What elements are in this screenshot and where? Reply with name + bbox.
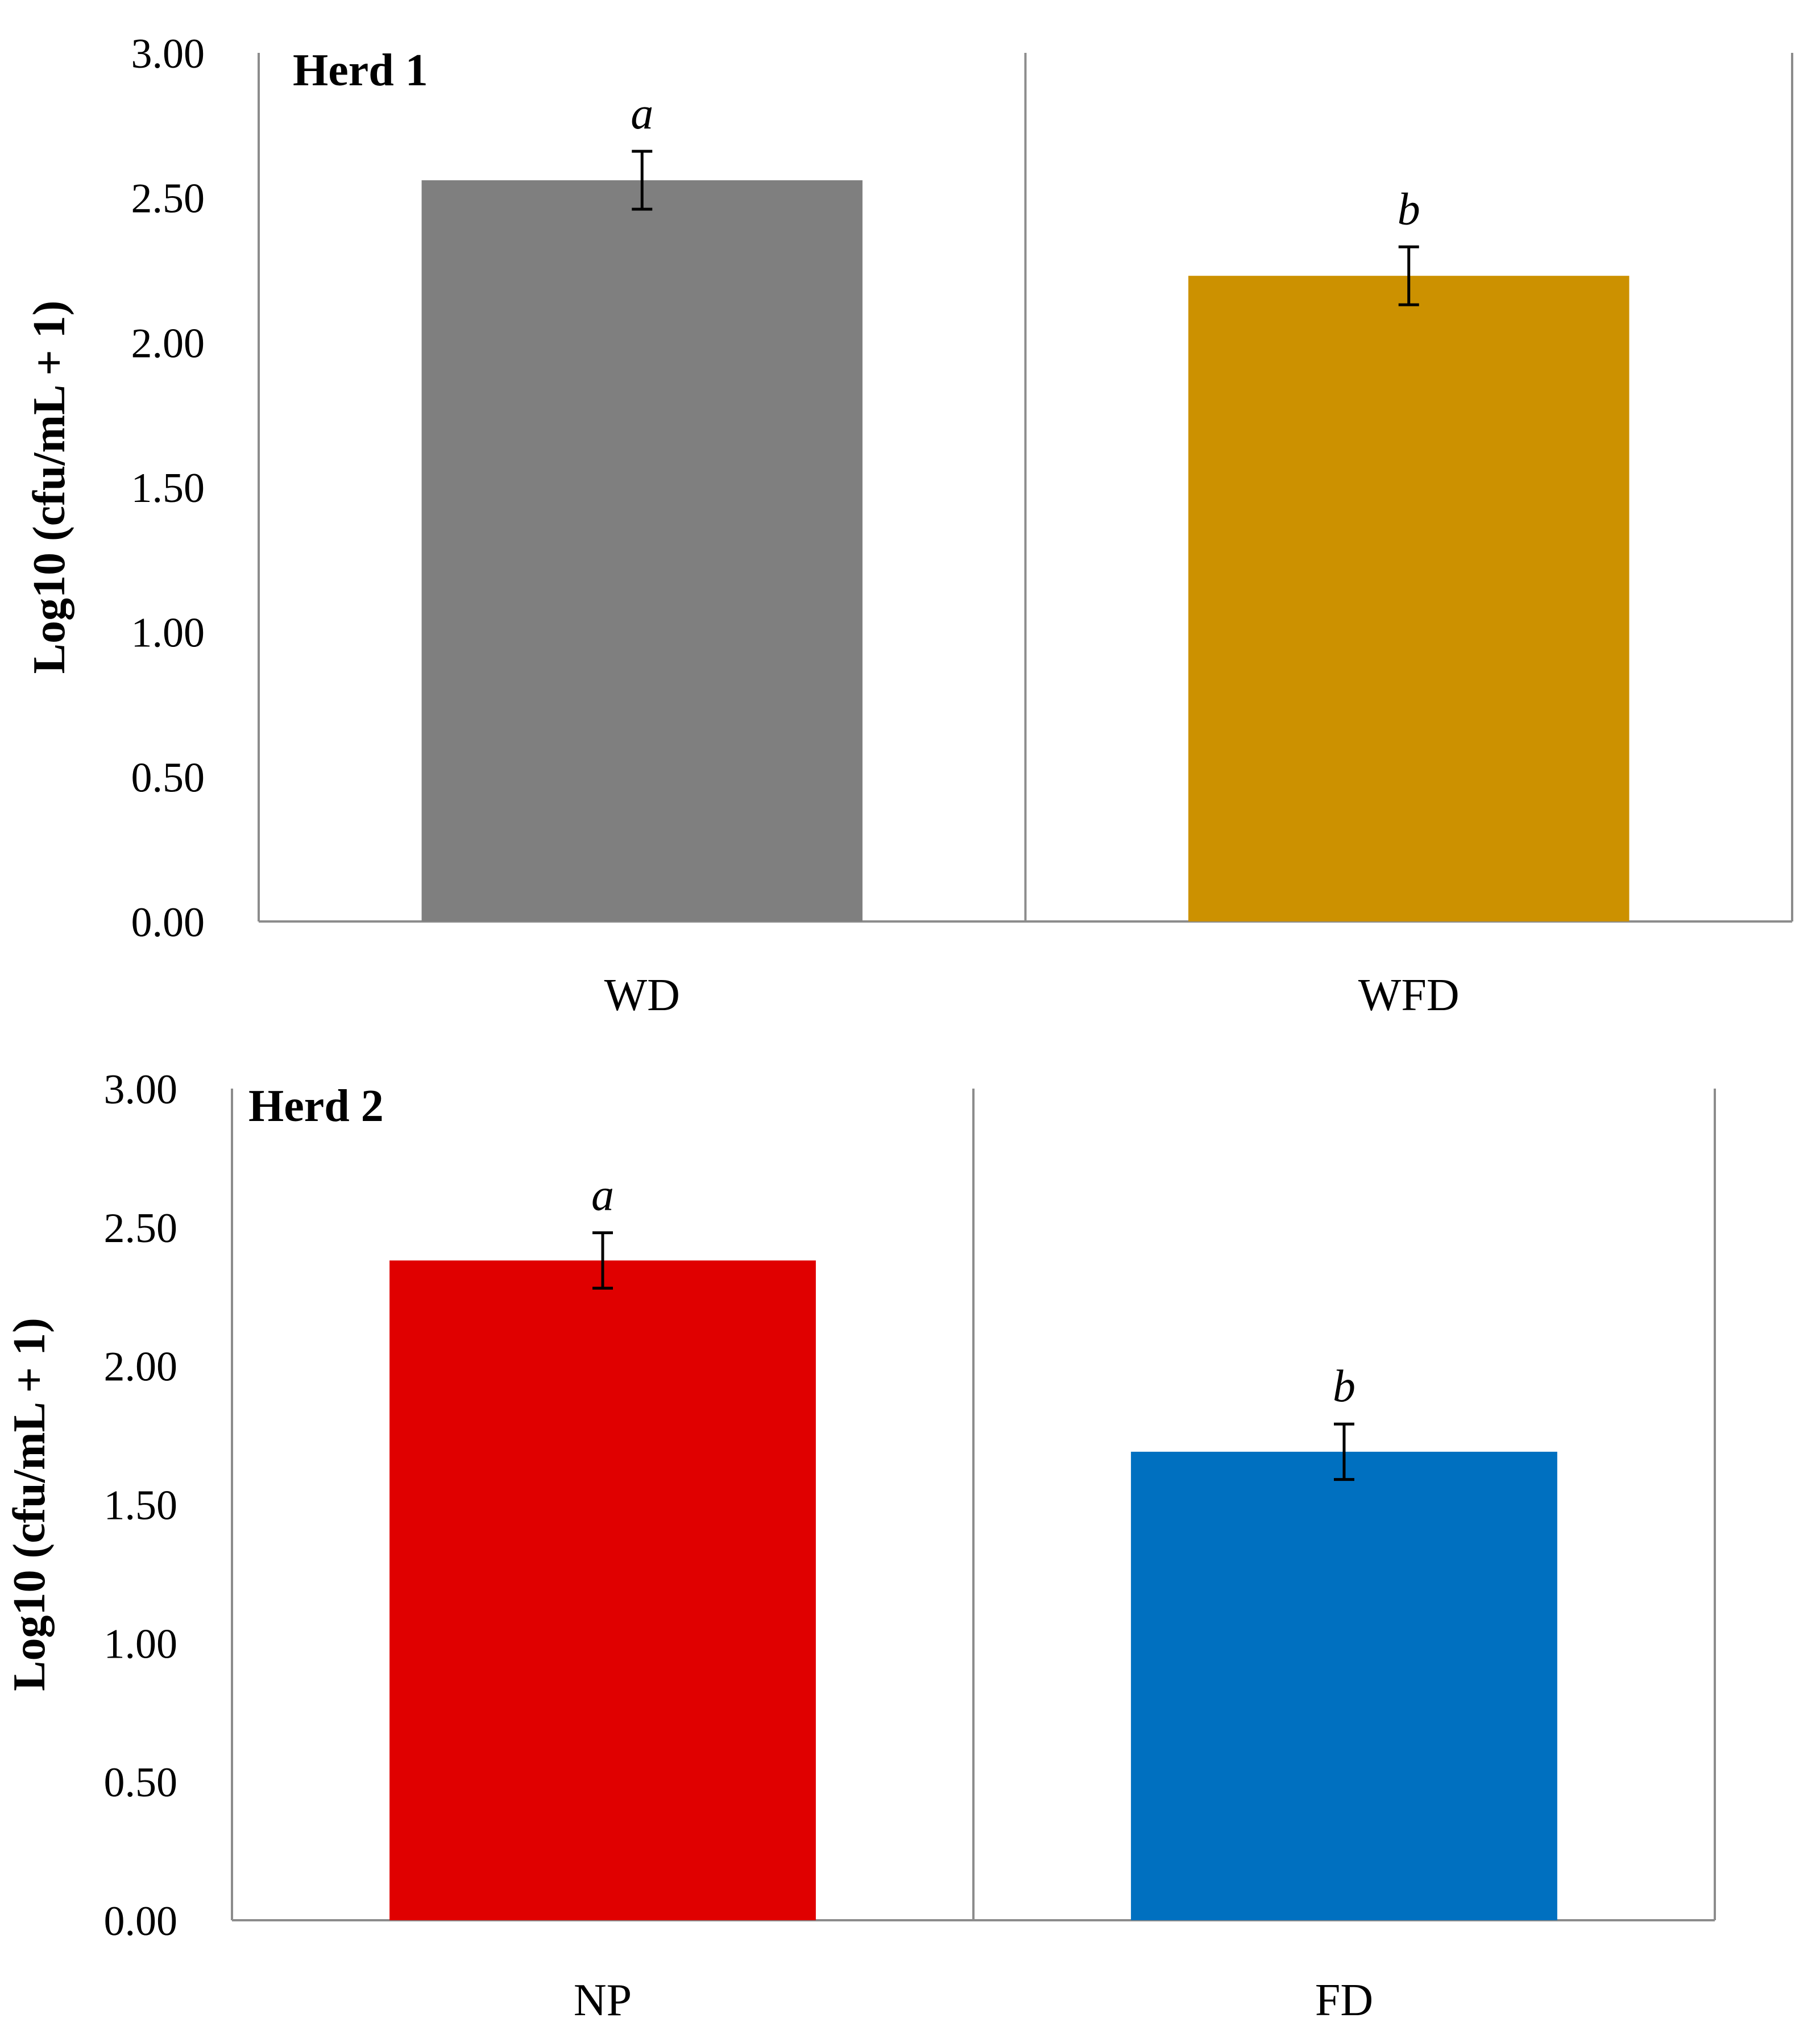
y-tick-label: 0.00 — [104, 1898, 178, 1945]
significance-label: a — [591, 1170, 614, 1220]
y-tick-label: 3.00 — [104, 1066, 178, 1113]
y-tick-label: 0.00 — [131, 899, 205, 946]
x-tick-label: WFD — [1358, 970, 1460, 1020]
y-tick-label: 2.00 — [131, 320, 205, 367]
y-tick-label: 0.50 — [131, 754, 205, 801]
y-tick-label: 1.50 — [131, 465, 205, 512]
y-tick-label: 1.00 — [104, 1621, 178, 1667]
x-tick-label: NP — [574, 1975, 632, 2022]
y-tick-label: 2.50 — [131, 176, 205, 222]
y-tick-label: 1.50 — [104, 1483, 178, 1529]
x-tick-label: WD — [604, 970, 680, 1020]
x-tick-label: FD — [1315, 1975, 1373, 2022]
significance-label: b — [1333, 1361, 1355, 1411]
bar-wd — [421, 180, 863, 921]
y-tick-label: 0.50 — [104, 1759, 178, 1806]
bar-fd — [1131, 1451, 1557, 1920]
chart-herd-1: 0.00 0.50 1.00 1.50 2.00 2.50 3.00 Log10 (cfu/m… — [24, 31, 1793, 1020]
panel-title: Herd 1 — [293, 45, 428, 96]
y-tick-label: 2.50 — [104, 1205, 178, 1252]
y-axis-label: Log10 (cfu/mL + 1) — [5, 1318, 55, 1691]
chart-herd-2: 0.00 0.50 1.00 1.50 2.00 2.50 3.00 Log10 (cfu/m… — [5, 1066, 1716, 2022]
y-axis-label: Log10 (cfu/mL + 1) — [24, 301, 74, 674]
y-tick-label: 3.00 — [131, 31, 205, 77]
y-tick-label: 1.00 — [131, 610, 205, 657]
bar-np — [389, 1260, 816, 1920]
y-tick-label: 2.00 — [104, 1344, 178, 1390]
significance-label: b — [1398, 184, 1420, 234]
bar-wfd — [1188, 276, 1630, 922]
significance-label: a — [631, 89, 653, 139]
panel-title: Herd 2 — [248, 1081, 384, 1131]
